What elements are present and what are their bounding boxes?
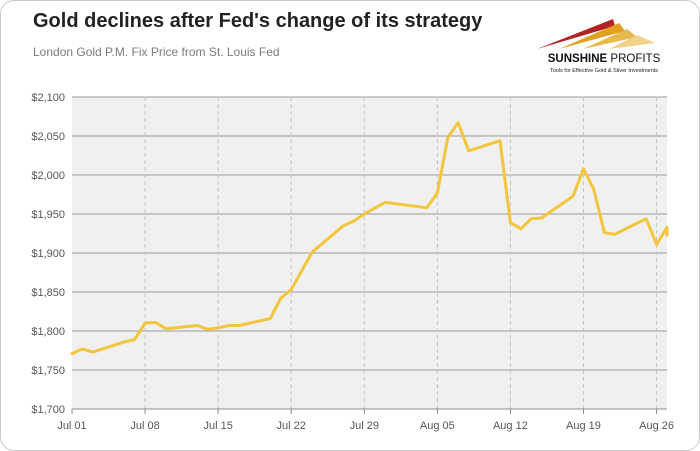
y-tick-label: $1,700 xyxy=(31,404,65,416)
x-tick-label: Aug 12 xyxy=(493,420,528,432)
y-tick-label: $2,050 xyxy=(31,131,65,143)
logo-ray-orange xyxy=(559,23,625,49)
chart-title: Gold declines after Fed's change of its … xyxy=(33,10,483,32)
vertical-gridlines xyxy=(144,97,658,409)
logo-tagline: Tools for Effective Gold & Silver Invest… xyxy=(549,68,659,74)
y-axis-labels: $1,700 $1,750 $1,800 $1,850 $1,900 $1,950 $2,0… xyxy=(31,92,65,416)
x-tick-label: Jul 29 xyxy=(350,420,379,432)
x-axis-labels: Jul 01 Jul 08 Jul 15 Jul 22 Jul 29 Aug 05 Aug … xyxy=(57,420,674,432)
x-tick-label: Jul 22 xyxy=(277,420,306,432)
x-tick-label: Jul 08 xyxy=(130,420,159,432)
x-tick-label: Aug 19 xyxy=(566,420,601,432)
y-tick-label: $1,750 xyxy=(31,365,65,377)
logo-name-light: PROFITS xyxy=(607,53,661,65)
x-tick-label: Aug 05 xyxy=(420,420,455,432)
y-tick-label: $1,850 xyxy=(31,287,65,299)
y-tick-label: $2,000 xyxy=(31,170,65,182)
y-tick-label: $1,800 xyxy=(31,326,65,338)
sunshine-profits-logo: SUNSHINE PROFITS Tools for Effective Gol… xyxy=(529,9,679,77)
logo-ray-red xyxy=(537,19,615,49)
logo-ray-gold xyxy=(583,29,637,49)
x-tick-label: Jul 01 xyxy=(57,420,86,432)
logo-ray-light xyxy=(609,35,655,49)
y-tick-label: $1,950 xyxy=(31,209,65,221)
y-tick-label: $2,100 xyxy=(31,92,65,104)
x-axis-ticks xyxy=(71,409,658,414)
x-tick-label: Aug 26 xyxy=(639,420,674,432)
logo-name-bold: SUNSHINE xyxy=(547,53,608,65)
y-tick-label: $1,900 xyxy=(31,248,65,260)
logo-wordmark: SUNSHINE PROFITS xyxy=(529,53,679,65)
x-tick-label: Jul 15 xyxy=(203,420,232,432)
chart-subtitle: London Gold P.M. Fix Price from St. Loui… xyxy=(33,45,280,59)
gold-price-line xyxy=(70,121,669,356)
logo-rays-icon xyxy=(537,19,655,49)
